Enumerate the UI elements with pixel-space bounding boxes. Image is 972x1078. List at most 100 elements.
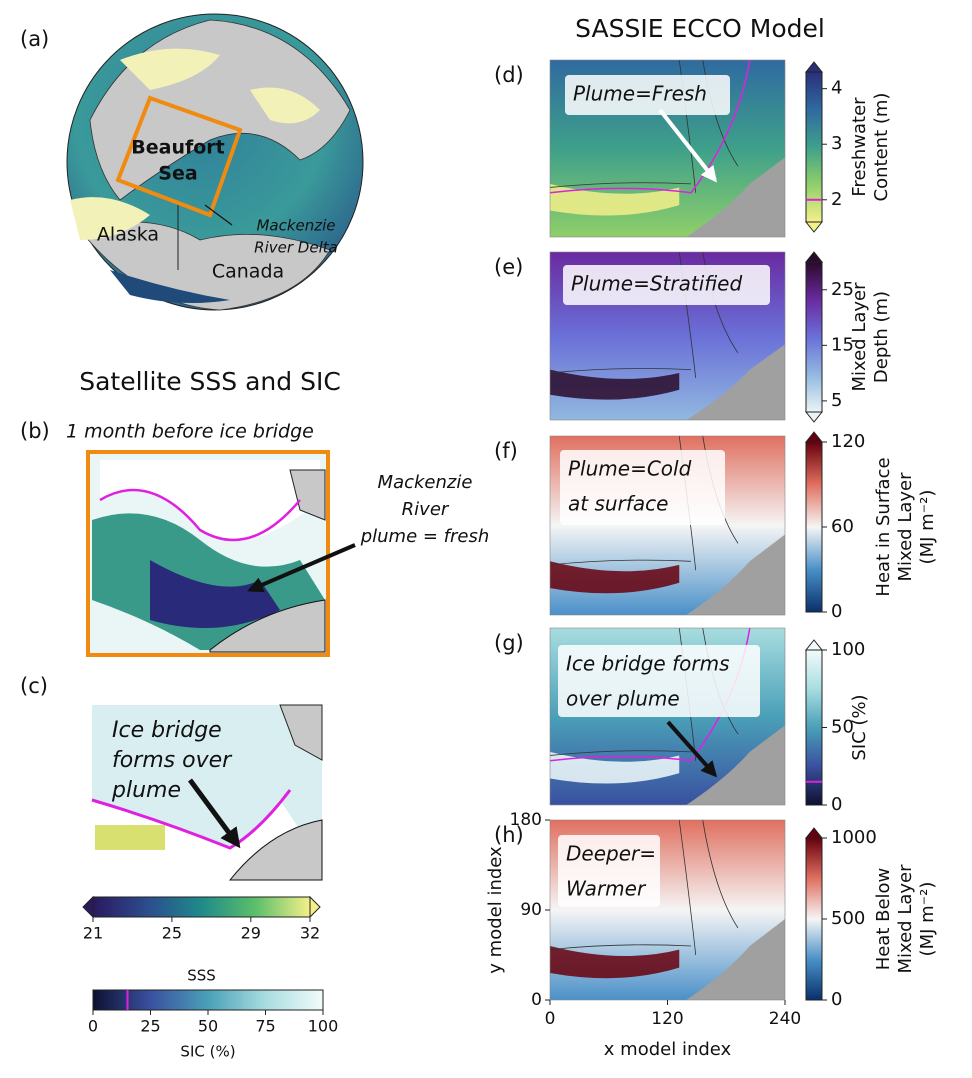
colorbar-extend (804, 411, 824, 423)
colorbar-label: Heat Below (873, 868, 894, 971)
colorbar-label: SSS (187, 967, 216, 985)
colorbar-label: Mixed Layer (895, 472, 916, 582)
colorbar-label: Mixed Layer (849, 282, 870, 392)
colorbar-tick-label: 5 (831, 390, 842, 411)
arrow (666, 720, 718, 778)
panel-label: (g) (494, 631, 524, 655)
colorbar-label: Content (m) (871, 93, 892, 202)
colorbar-extend (82, 895, 94, 919)
place-label: Mackenzie (256, 217, 335, 235)
annotation-box (558, 645, 760, 717)
annotation: Plume=Fresh (573, 82, 707, 106)
map-field-patch (550, 751, 680, 784)
map-field-patch (550, 946, 680, 979)
colorbar-tick-label: 25 (140, 1017, 160, 1036)
colorbar-tick-label: 25 (162, 924, 182, 943)
annotation: River (402, 499, 450, 520)
colorbar-label: Depth (m) (871, 291, 892, 383)
annotation-box (563, 265, 770, 305)
colorbar: 0 25 50 75 100 SIC (%) (88, 989, 339, 1061)
panel-label: (b) (20, 419, 50, 443)
map-field-patch (550, 561, 680, 594)
annotation: Mackenzie (378, 472, 473, 493)
arrow (658, 108, 717, 183)
map-frame (549, 435, 786, 616)
panel-label: (c) (20, 674, 48, 698)
colorbar-tick-label: 500 (831, 908, 865, 929)
colorbar-tick-label: 0 (831, 601, 842, 622)
land (686, 919, 785, 1000)
colorbar-tick-label: 3 (831, 133, 842, 154)
panel-label: (a) (20, 27, 49, 51)
colorbar-tick-label: 0 (88, 1017, 98, 1036)
colorbar-tick-label: 21 (83, 924, 103, 943)
colorbar-label: Mixed Layer (895, 864, 916, 974)
section-title: Satellite SSS and SIC (79, 367, 341, 396)
colorbar-tick-label: 50 (831, 717, 854, 738)
colorbar-tick-label: 4 (831, 78, 842, 99)
region-label: Sea (158, 163, 197, 185)
land (686, 344, 785, 420)
y-tick-label: 180 (510, 810, 542, 830)
colorbar-tick-label: 1000 (831, 827, 877, 848)
annotation: at surface (568, 492, 668, 516)
colorbar: 0 60 120 Heat in Surface Mixed Layer (MJ m⁻²) (804, 431, 938, 622)
annotation: Deeper= (566, 842, 656, 866)
annotation-box (560, 450, 725, 525)
model-map (549, 627, 786, 806)
land (686, 725, 785, 805)
land (686, 534, 785, 615)
annotation: Ice bridge (112, 718, 222, 743)
colorbar-tick-label: 100 (308, 1017, 339, 1036)
colorbar-tick-label: 25 (831, 279, 854, 300)
annotation-box (565, 75, 730, 115)
colorbar-label: (MJ m⁻²) (917, 882, 938, 957)
colorbar-tick-label: 2 (831, 189, 842, 210)
place-label: River Delta (254, 239, 338, 257)
sss-map (86, 450, 356, 657)
map-frame (549, 59, 786, 238)
colorbar-tick-label: 29 (241, 924, 261, 943)
colorbar: 0 500 1000 Heat Below Mixed Layer (MJ m⁻²) (804, 827, 938, 1010)
annotation: plume = fresh (360, 526, 490, 547)
x-axis-label: x model index (604, 1039, 732, 1060)
map-frame (549, 627, 786, 806)
model-map (549, 435, 786, 616)
map-field-patch (550, 369, 680, 400)
colorbar-extend (804, 221, 824, 233)
colorbar-bar (805, 71, 823, 223)
annotation: forms over (112, 748, 233, 773)
model-map (549, 59, 786, 238)
colorbar-extend (804, 827, 824, 839)
panel-label: (e) (494, 255, 523, 279)
section-title: SASSIE ECCO Model (575, 14, 825, 43)
region-label: Beaufort (131, 137, 225, 159)
annotation: Plume=Stratified (571, 272, 742, 296)
annotation: over plume (566, 687, 680, 711)
model-map (549, 819, 786, 1001)
colorbar-tick-label: 15 (831, 334, 854, 355)
colorbar-bar (805, 261, 823, 413)
annotation-box (558, 835, 660, 907)
colorbar-tick-label: 32 (300, 924, 320, 943)
annotation: Ice bridge forms (566, 652, 730, 676)
colorbar-extend (804, 639, 824, 651)
panel-label: (d) (494, 63, 524, 87)
annotation: Warmer (566, 877, 647, 901)
colorbar-bar (805, 441, 823, 613)
map-field-patch (550, 183, 680, 216)
x-tick-label: 240 (769, 1009, 801, 1029)
model-map (549, 251, 786, 421)
colorbar-label: Freshwater (849, 97, 870, 197)
colorbar-label: SIC (%) (849, 694, 870, 760)
map-frame (549, 251, 786, 421)
colorbar-tick-label: 120 (831, 431, 865, 452)
colorbar-extend (309, 895, 321, 919)
colorbar: 2 3 4 Freshwater Content (m) (804, 61, 892, 233)
place-label: Alaska (97, 224, 159, 246)
annotation: Plume=Cold (568, 457, 692, 481)
y-axis-label: y model index (485, 846, 506, 974)
colorbar: 21 25 29 32 SSS (82, 895, 321, 985)
